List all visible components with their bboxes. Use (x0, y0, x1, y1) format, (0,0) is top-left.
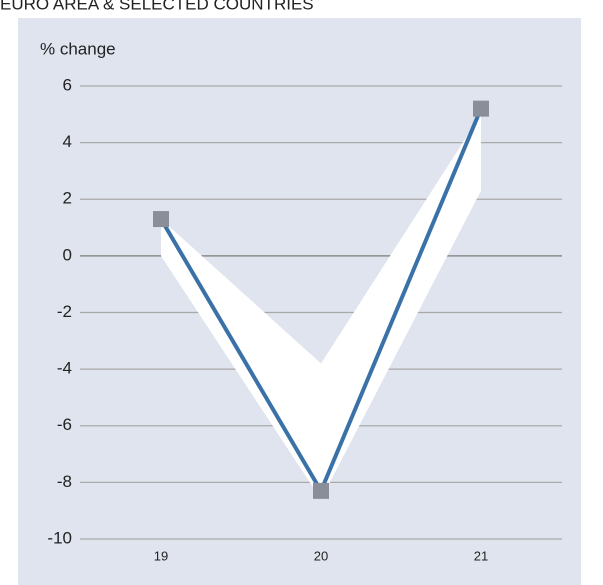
chart-title: EURO AREA & SELECTED COUNTRIES (0, 0, 314, 13)
data-marker (153, 211, 169, 228)
plot-panel (18, 18, 581, 585)
y-tick-label: 4 (63, 132, 72, 151)
x-tick-label: 20 (314, 548, 328, 563)
y-tick-label: -10 (47, 528, 72, 547)
y-tick-label: -6 (57, 415, 72, 434)
y-tick-label: 6 (63, 75, 72, 94)
y-axis-label: % change (40, 39, 116, 58)
x-tick-label: 21 (474, 548, 488, 563)
y-tick-label: -8 (57, 472, 72, 491)
y-tick-label: 2 (63, 189, 72, 208)
data-marker (313, 482, 329, 499)
y-tick-label: 0 (63, 245, 72, 264)
y-tick-label: -2 (57, 302, 72, 321)
range-band (161, 114, 481, 500)
x-tick-label: 19 (154, 548, 168, 563)
data-marker (473, 100, 489, 117)
y-tick-label: -4 (57, 359, 72, 378)
